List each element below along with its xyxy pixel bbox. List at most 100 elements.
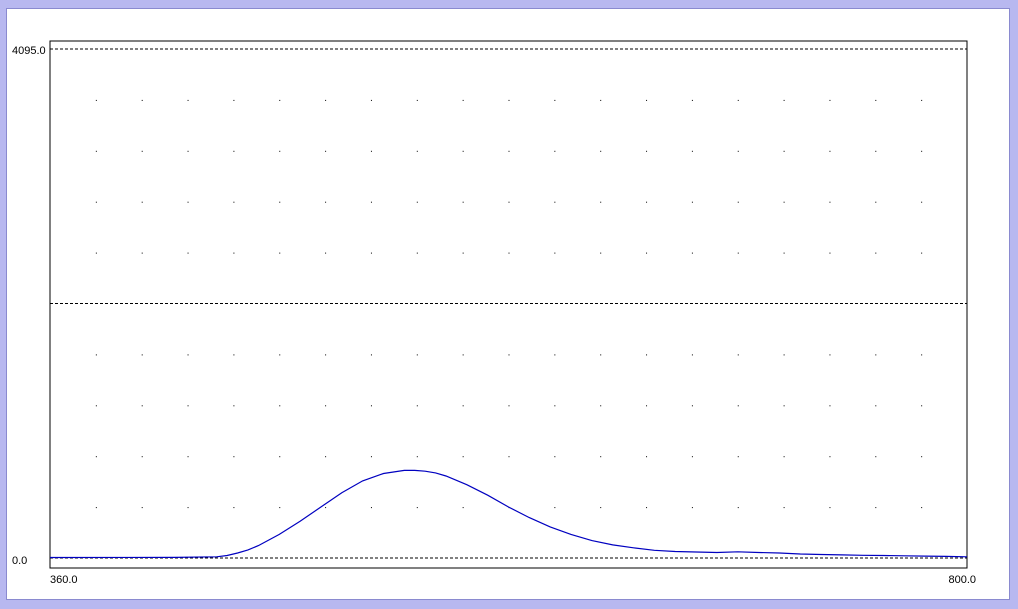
grid-dot: [508, 456, 510, 458]
grid-dot: [646, 405, 648, 407]
grid-dot: [279, 252, 281, 254]
grid-dot: [233, 456, 235, 458]
grid-dot: [737, 456, 739, 458]
grid-dot: [416, 507, 418, 509]
grid-dot: [279, 507, 281, 509]
grid-dot: [95, 354, 97, 356]
grid-dot: [416, 354, 418, 356]
grid-dot: [829, 507, 831, 509]
grid-dot: [875, 252, 877, 254]
grid-dot: [233, 405, 235, 407]
grid-dot: [646, 252, 648, 254]
grid-dot: [462, 252, 464, 254]
grid-dot: [737, 201, 739, 203]
x-tick-label-left: 360.0: [50, 574, 78, 586]
grid-dot: [95, 201, 97, 203]
grid-dot: [737, 150, 739, 152]
grid-dot: [416, 201, 418, 203]
grid-dot: [921, 354, 923, 356]
grid-dot: [600, 507, 602, 509]
grid-dot: [462, 99, 464, 101]
grid-dot: [279, 354, 281, 356]
grid-dot: [233, 252, 235, 254]
grid-dot: [554, 354, 556, 356]
grid-dot: [187, 150, 189, 152]
grid-dot: [462, 405, 464, 407]
grid-dot: [508, 150, 510, 152]
grid-dot: [737, 507, 739, 509]
grid-dot: [508, 405, 510, 407]
grid-dot: [554, 456, 556, 458]
grid-dot: [325, 456, 327, 458]
x-tick-label-right: 800.0: [948, 574, 976, 586]
grid-dot: [783, 405, 785, 407]
grid-dot: [783, 456, 785, 458]
grid-dot: [325, 252, 327, 254]
grid-dot: [829, 354, 831, 356]
grid-dot: [646, 150, 648, 152]
grid-dot: [875, 201, 877, 203]
grid-dot: [508, 99, 510, 101]
grid-dot: [187, 99, 189, 101]
grid-dot: [95, 99, 97, 101]
grid-dot: [95, 456, 97, 458]
grid-dot: [691, 354, 693, 356]
grid-dot: [141, 201, 143, 203]
grid-dot: [325, 150, 327, 152]
grid-dot: [829, 99, 831, 101]
grid-dot: [279, 150, 281, 152]
grid-dot: [600, 405, 602, 407]
grid-dot: [875, 456, 877, 458]
grid-dot: [921, 456, 923, 458]
grid-dot: [783, 201, 785, 203]
grid-dot: [829, 150, 831, 152]
grid-dot: [829, 456, 831, 458]
grid-dot: [416, 405, 418, 407]
grid-dot: [370, 354, 372, 356]
grid-dot: [691, 405, 693, 407]
grid-dot: [95, 507, 97, 509]
grid-dot: [370, 201, 372, 203]
grid-dot: [325, 405, 327, 407]
grid-dot: [370, 150, 372, 152]
grid-dot: [554, 507, 556, 509]
grid-dot: [416, 150, 418, 152]
grid-dot: [875, 405, 877, 407]
grid-dot: [187, 252, 189, 254]
grid-dot: [187, 201, 189, 203]
grid-dot: [325, 507, 327, 509]
grid-dot: [95, 150, 97, 152]
grid-dot: [691, 99, 693, 101]
grid-dot: [646, 99, 648, 101]
grid-dot: [325, 354, 327, 356]
grid-dot: [508, 354, 510, 356]
grid-dot: [829, 405, 831, 407]
grid-dot: [141, 150, 143, 152]
grid-dot: [279, 201, 281, 203]
plot-area: [49, 40, 968, 569]
grid-dot: [737, 99, 739, 101]
grid-dot: [646, 456, 648, 458]
grid-dot: [187, 507, 189, 509]
grid-dot: [737, 252, 739, 254]
grid-dot: [691, 456, 693, 458]
grid-dot: [508, 201, 510, 203]
grid-dot: [875, 150, 877, 152]
grid-dot: [508, 252, 510, 254]
grid-dot: [462, 456, 464, 458]
grid-dot: [875, 99, 877, 101]
grid-dot: [829, 252, 831, 254]
grid-dot: [325, 201, 327, 203]
y-tick-label-top: 4095.0: [12, 45, 46, 57]
grid-dot: [600, 252, 602, 254]
grid-dot: [279, 405, 281, 407]
grid-dot: [370, 252, 372, 254]
grid-dot: [233, 354, 235, 356]
grid-dot: [462, 507, 464, 509]
grid-dot: [600, 456, 602, 458]
grid-dot: [141, 99, 143, 101]
grid-dot: [783, 354, 785, 356]
grid-dot: [554, 201, 556, 203]
grid-dot: [600, 201, 602, 203]
grid-dot: [691, 507, 693, 509]
